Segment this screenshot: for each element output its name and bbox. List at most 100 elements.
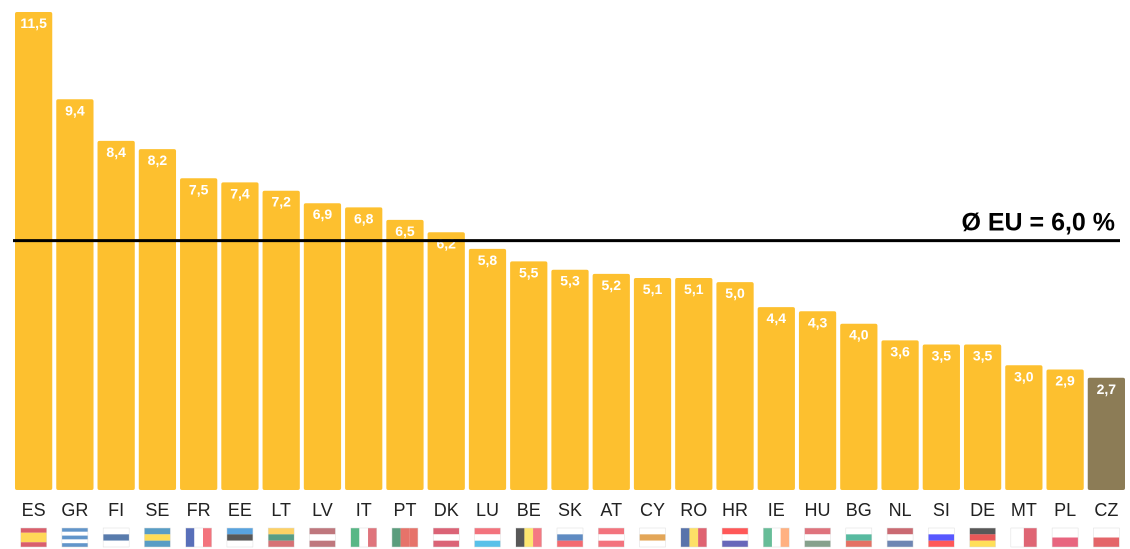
category-label: GR xyxy=(61,500,88,520)
bar xyxy=(427,232,465,490)
bar xyxy=(1087,377,1125,490)
flag-stripe xyxy=(722,540,749,547)
value-label: 4,0 xyxy=(849,327,869,343)
flag-border xyxy=(226,527,254,548)
flag xyxy=(309,528,336,547)
flag-border xyxy=(680,527,708,548)
category-label: NL xyxy=(889,500,912,520)
flag-border xyxy=(1051,527,1079,548)
flag-stripe xyxy=(20,542,47,547)
flag-border xyxy=(350,527,377,548)
flag-border xyxy=(20,527,47,548)
flag-stripe xyxy=(20,532,47,538)
flag-stripe xyxy=(1052,537,1079,547)
flag-border xyxy=(598,527,625,548)
flag-stripe xyxy=(969,528,996,535)
bar xyxy=(468,248,507,490)
flag-stripe xyxy=(928,534,955,541)
flag-stripe xyxy=(969,534,996,541)
flag xyxy=(1010,528,1037,547)
bar xyxy=(592,273,630,490)
bar xyxy=(303,203,342,490)
value-label: 2,9 xyxy=(1055,372,1075,388)
flag xyxy=(557,528,583,547)
bar xyxy=(551,269,589,490)
category-label: IT xyxy=(356,500,372,520)
flag-stripe xyxy=(350,528,360,547)
flag xyxy=(845,528,872,547)
flag-border xyxy=(969,527,996,548)
flag-stripe xyxy=(400,528,410,547)
flag-stripe xyxy=(474,534,501,541)
flag-stripe xyxy=(804,540,831,547)
flag-border xyxy=(886,527,914,548)
flag-stripe xyxy=(359,528,369,547)
flag-stripe xyxy=(103,534,130,541)
value-label: 5,1 xyxy=(684,281,704,297)
bar xyxy=(262,190,300,490)
flag xyxy=(144,528,171,547)
flag xyxy=(103,528,130,547)
flag xyxy=(639,528,666,547)
flag-stripe xyxy=(226,540,253,547)
bar xyxy=(15,12,53,490)
flag-stripe xyxy=(845,534,872,541)
bar xyxy=(757,307,795,490)
bar xyxy=(180,178,218,490)
flag-stripe xyxy=(887,534,914,541)
flag-stripe xyxy=(771,528,781,547)
flag-stripe xyxy=(20,537,47,543)
value-label: 3,5 xyxy=(973,348,993,364)
flag-stripe xyxy=(433,540,460,547)
flag-border xyxy=(928,527,955,548)
flag-stripe xyxy=(61,535,88,540)
flag-stripe xyxy=(226,534,253,541)
bar xyxy=(221,182,259,490)
value-label: 6,9 xyxy=(313,206,333,222)
bar xyxy=(963,344,1002,490)
flag-stripe xyxy=(103,540,130,547)
category-label: HR xyxy=(722,500,748,520)
flag-stripe xyxy=(409,528,418,547)
flag-stripe xyxy=(598,534,625,541)
value-label: 5,5 xyxy=(519,264,539,280)
flag-stripe xyxy=(144,528,171,535)
flag xyxy=(928,528,955,547)
flag-stripe xyxy=(639,540,666,547)
flag xyxy=(1052,528,1079,547)
flag-stripe xyxy=(194,528,203,547)
category-label: SI xyxy=(933,500,950,520)
flag-border xyxy=(804,527,831,548)
flag-border xyxy=(1010,527,1038,548)
category-label: CY xyxy=(640,500,665,520)
flag-stripe xyxy=(368,528,377,547)
value-label: 5,2 xyxy=(602,277,622,293)
flag-border xyxy=(61,527,89,548)
flag-stripe xyxy=(804,528,831,535)
category-label: LU xyxy=(476,500,499,520)
flag-stripe xyxy=(598,528,625,535)
flag-stripe xyxy=(268,540,295,547)
flag xyxy=(350,528,377,547)
category-label: IE xyxy=(768,500,785,520)
flag-stripe xyxy=(144,540,171,547)
value-label: 7,5 xyxy=(189,181,209,197)
bar xyxy=(510,261,548,490)
flag-border xyxy=(432,527,460,548)
flag xyxy=(969,528,996,547)
category-label: DE xyxy=(970,500,995,520)
flag-stripe xyxy=(268,534,295,541)
flag-border xyxy=(474,527,501,548)
flag-stripe xyxy=(598,540,625,547)
flag xyxy=(61,528,88,547)
flag-stripe xyxy=(309,534,336,541)
bar xyxy=(1046,369,1084,490)
flag-border xyxy=(845,527,873,548)
flag-stripe xyxy=(433,534,460,541)
flag-stripe xyxy=(533,528,542,547)
flag-stripe xyxy=(61,543,88,547)
category-label: SE xyxy=(145,500,169,520)
flag-stripe xyxy=(928,540,955,547)
flag-stripe xyxy=(515,528,525,547)
